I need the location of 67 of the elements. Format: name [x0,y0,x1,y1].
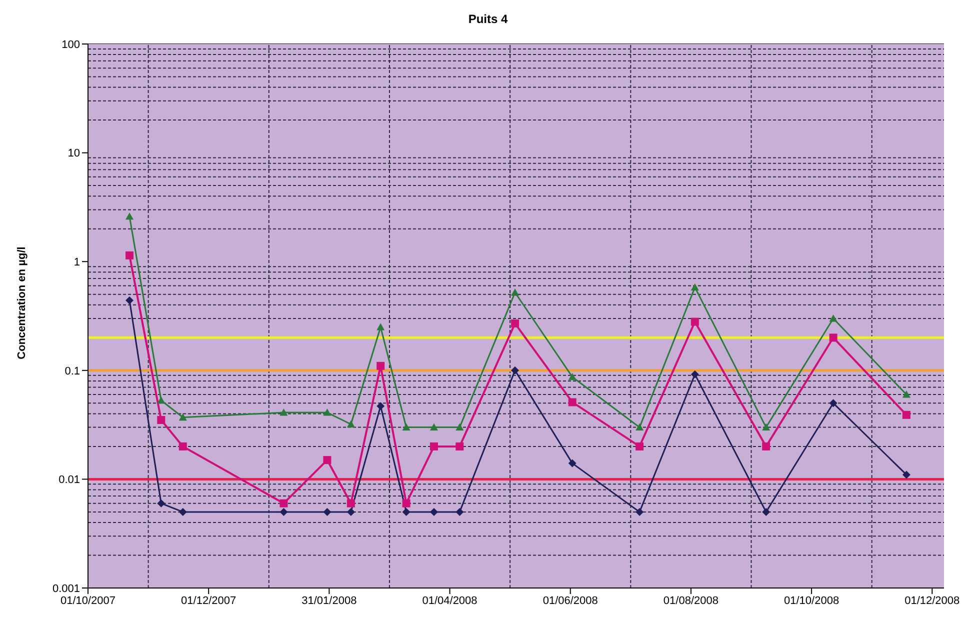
point [511,319,520,328]
point [636,508,644,516]
point [178,508,187,516]
point [762,442,770,450]
point [346,508,355,516]
point [568,372,576,380]
point [126,296,134,304]
point [157,499,166,508]
y-tick-label: 0.1 [64,365,80,378]
point [402,499,410,508]
point [402,423,410,430]
point [690,283,699,291]
point [430,442,438,450]
point [829,314,838,322]
point [376,402,385,410]
point [280,499,288,508]
point [346,420,355,428]
x-tick-label: 01/06/2008 [542,594,598,607]
point [178,442,187,450]
point [376,362,385,370]
x-tick-label: 31/01/2008 [302,594,357,607]
y-tick-label: 0.01 [58,474,80,486]
point [456,423,464,430]
point [762,508,770,516]
x-tick-label: 01/04/2008 [422,594,478,607]
y-tick-label: 100 [62,38,80,51]
point [280,408,288,416]
point [511,288,520,296]
point [690,318,699,326]
y-tick-label: 1 [74,256,80,269]
point [902,390,910,398]
point [511,366,520,374]
point [402,508,410,516]
point [762,423,770,430]
x-tick-label: 01/12/2008 [904,594,960,607]
point [323,456,332,464]
point [636,442,644,450]
point [157,416,166,424]
point [902,470,910,479]
point [178,413,187,421]
point [157,396,166,404]
point [690,370,699,378]
point [456,508,464,516]
point [280,508,288,516]
point [376,323,385,330]
y-tick-label: 10 [68,148,80,160]
point [456,442,464,450]
y-axis-title: Concentration en µg/l [16,246,28,360]
chart-title: Puits 4 [467,12,509,26]
point [126,251,134,260]
point [430,423,438,430]
point [430,508,438,516]
x-tick-label: 01/10/2007 [60,594,116,607]
point [323,408,332,416]
point [568,398,576,406]
point [636,423,644,430]
point [568,459,576,468]
point [829,399,838,408]
x-tick-label: 01/12/2007 [181,594,236,607]
point [323,508,332,516]
point [346,499,355,508]
x-tick-label: 01/10/2008 [784,594,840,607]
point [902,410,910,419]
point [829,334,838,342]
point [126,212,134,220]
y-tick-label: 0.001 [52,582,80,595]
x-tick-label: 01/08/2008 [663,594,718,607]
